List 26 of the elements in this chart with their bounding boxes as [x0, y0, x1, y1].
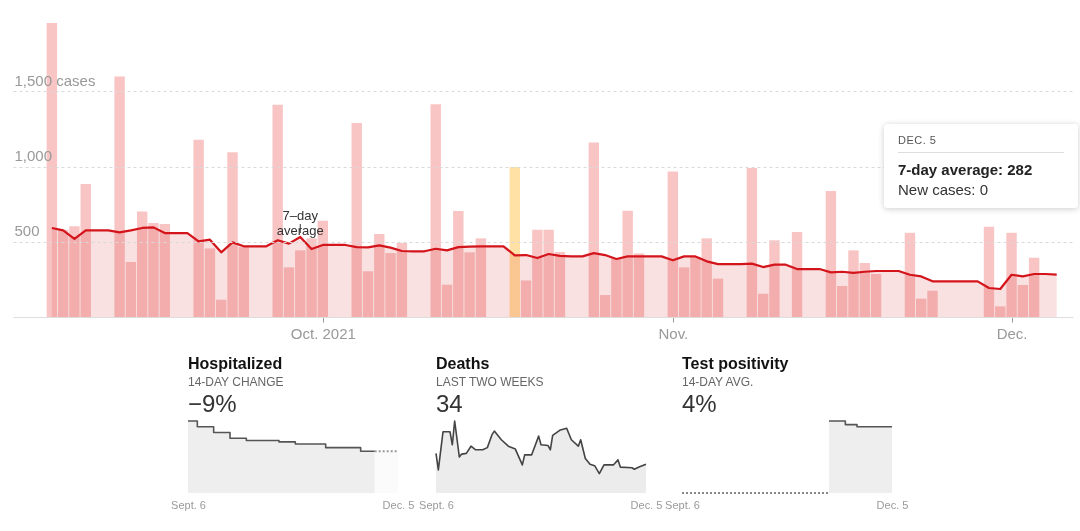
annotation: 7–day average: [276, 208, 324, 238]
chart-subtitle: 14-DAY AVG.: [682, 375, 755, 389]
annotation: DEC. 5: [898, 134, 1064, 153]
x-tick-label: Nov.: [658, 324, 689, 342]
y-tick-label: 500: [14, 222, 40, 240]
chart-subtitle: 14-DAY CHANGE: [188, 375, 285, 389]
x-tick-label: Dec. 5: [630, 498, 663, 511]
chart-title: Deaths: [436, 355, 491, 373]
annotation: New cases: 0: [898, 181, 990, 198]
text: 4%: [682, 390, 718, 417]
x-tick-label: Dec. 5: [876, 498, 909, 511]
tooltip-card: DEC. 5 7-day average: 282 New cases: 0: [884, 124, 1078, 208]
annotation: 7-day average: 282: [898, 161, 1034, 178]
chart-subtitle: LAST TWO WEEKS: [436, 375, 545, 389]
y-tick-label: 1,500 cases: [14, 71, 96, 89]
x-tick-label: Sept. 6: [171, 498, 206, 511]
text: 34: [436, 390, 464, 417]
x-tick-label: Sept. 6: [419, 498, 454, 511]
y-tick-label: 1,000: [14, 147, 53, 165]
chart-title: Hospitalized: [188, 355, 284, 373]
x-tick-label: Oct. 2021: [290, 324, 356, 342]
x-tick-label: Sept. 6: [665, 498, 700, 511]
text: −9%: [188, 390, 238, 417]
x-tick-label: Dec.: [996, 324, 1028, 342]
x-tick-label: Dec. 5: [382, 498, 415, 511]
chart-title: Test positivity: [682, 355, 790, 373]
